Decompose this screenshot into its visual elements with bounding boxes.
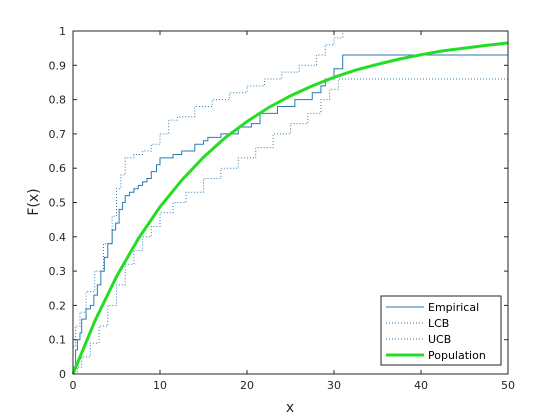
x-tick-label: 10: [153, 379, 167, 392]
x-axis-ticks: 0 10 20 30 40 50: [70, 31, 515, 392]
y-tick-label: 0.2: [49, 299, 67, 312]
x-tick-label: 40: [414, 379, 428, 392]
y-tick-label: 1: [59, 25, 66, 38]
x-tick-label: 50: [501, 379, 515, 392]
series-ucb-line: [73, 30, 508, 348]
y-tick-label: 0: [59, 368, 66, 381]
y-tick-label: 0.1: [49, 334, 67, 347]
legend: Empirical LCB UCB Population: [380, 295, 502, 366]
series-empirical-line: [73, 54, 508, 368]
y-tick-label: 0.6: [49, 162, 67, 175]
x-tick-label: 0: [70, 379, 77, 392]
legend-label-population: Population: [428, 349, 486, 362]
x-tick-label: 20: [240, 379, 254, 392]
legend-label-ucb: UCB: [428, 333, 451, 346]
y-tick-label: 0.9: [49, 59, 67, 72]
x-tick-label: 30: [327, 379, 341, 392]
y-tick-label: 0.7: [49, 128, 67, 141]
y-axis-label: F(x): [26, 188, 42, 215]
y-tick-label: 0.4: [49, 231, 67, 244]
series-layer: [71, 30, 509, 375]
y-tick-label: 0.5: [49, 197, 67, 210]
legend-label-empirical: Empirical: [428, 301, 479, 314]
y-tick-label: 0.3: [49, 265, 67, 278]
y-axis-ticks: 0 0.1 0.2 0.3 0.4 0.5 0.6 0.7 0.8 0.9 1: [49, 25, 508, 381]
x-axis-label: x: [286, 400, 294, 416]
series-lcb-line: [73, 78, 508, 375]
y-tick-label: 0.8: [49, 94, 67, 107]
series-population-line: [71, 41, 509, 375]
legend-label-lcb: LCB: [428, 317, 449, 330]
